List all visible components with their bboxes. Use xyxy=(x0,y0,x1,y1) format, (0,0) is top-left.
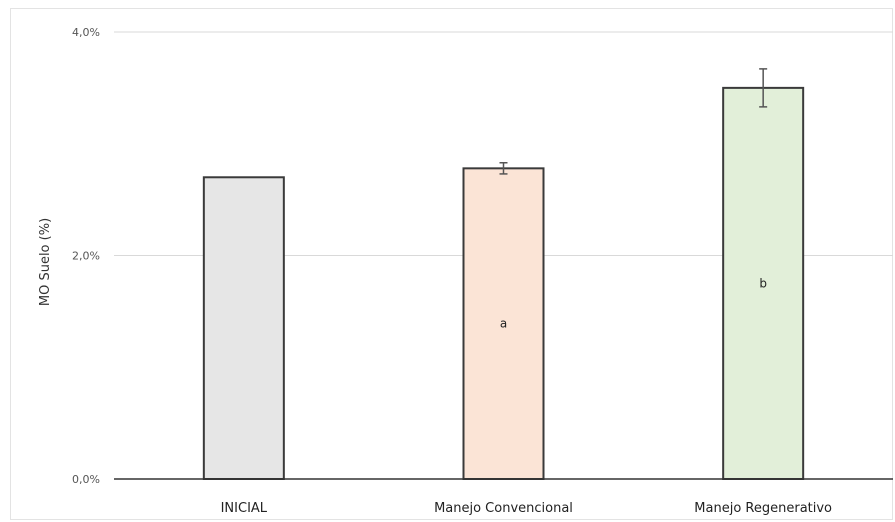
y-tick-label: 4,0% xyxy=(72,26,100,39)
bar-letter-labels: ab xyxy=(500,276,767,330)
y-tick-label: 0,0% xyxy=(72,473,100,486)
x-category-label: Manejo Convencional xyxy=(434,501,573,516)
bar-letter-label: b xyxy=(759,276,767,290)
error-bar xyxy=(759,68,768,108)
bar xyxy=(722,86,805,480)
y-tick-label: 2,0% xyxy=(72,250,100,263)
error-bars xyxy=(499,68,768,175)
y-axis-label: MO Suelo (%) xyxy=(38,218,53,306)
bars xyxy=(202,86,805,481)
x-category-label: Manejo Regenerativo xyxy=(694,501,832,516)
y-tick-labels: 0,0% 2,0% 4,0% xyxy=(72,26,100,486)
x-category-label: INICIAL xyxy=(221,501,268,516)
x-category-labels: INICIAL Manejo Convencional Manejo Regener… xyxy=(221,501,832,516)
bar xyxy=(202,176,285,480)
bar-letter-label: a xyxy=(500,317,507,331)
error-bar xyxy=(499,161,508,175)
